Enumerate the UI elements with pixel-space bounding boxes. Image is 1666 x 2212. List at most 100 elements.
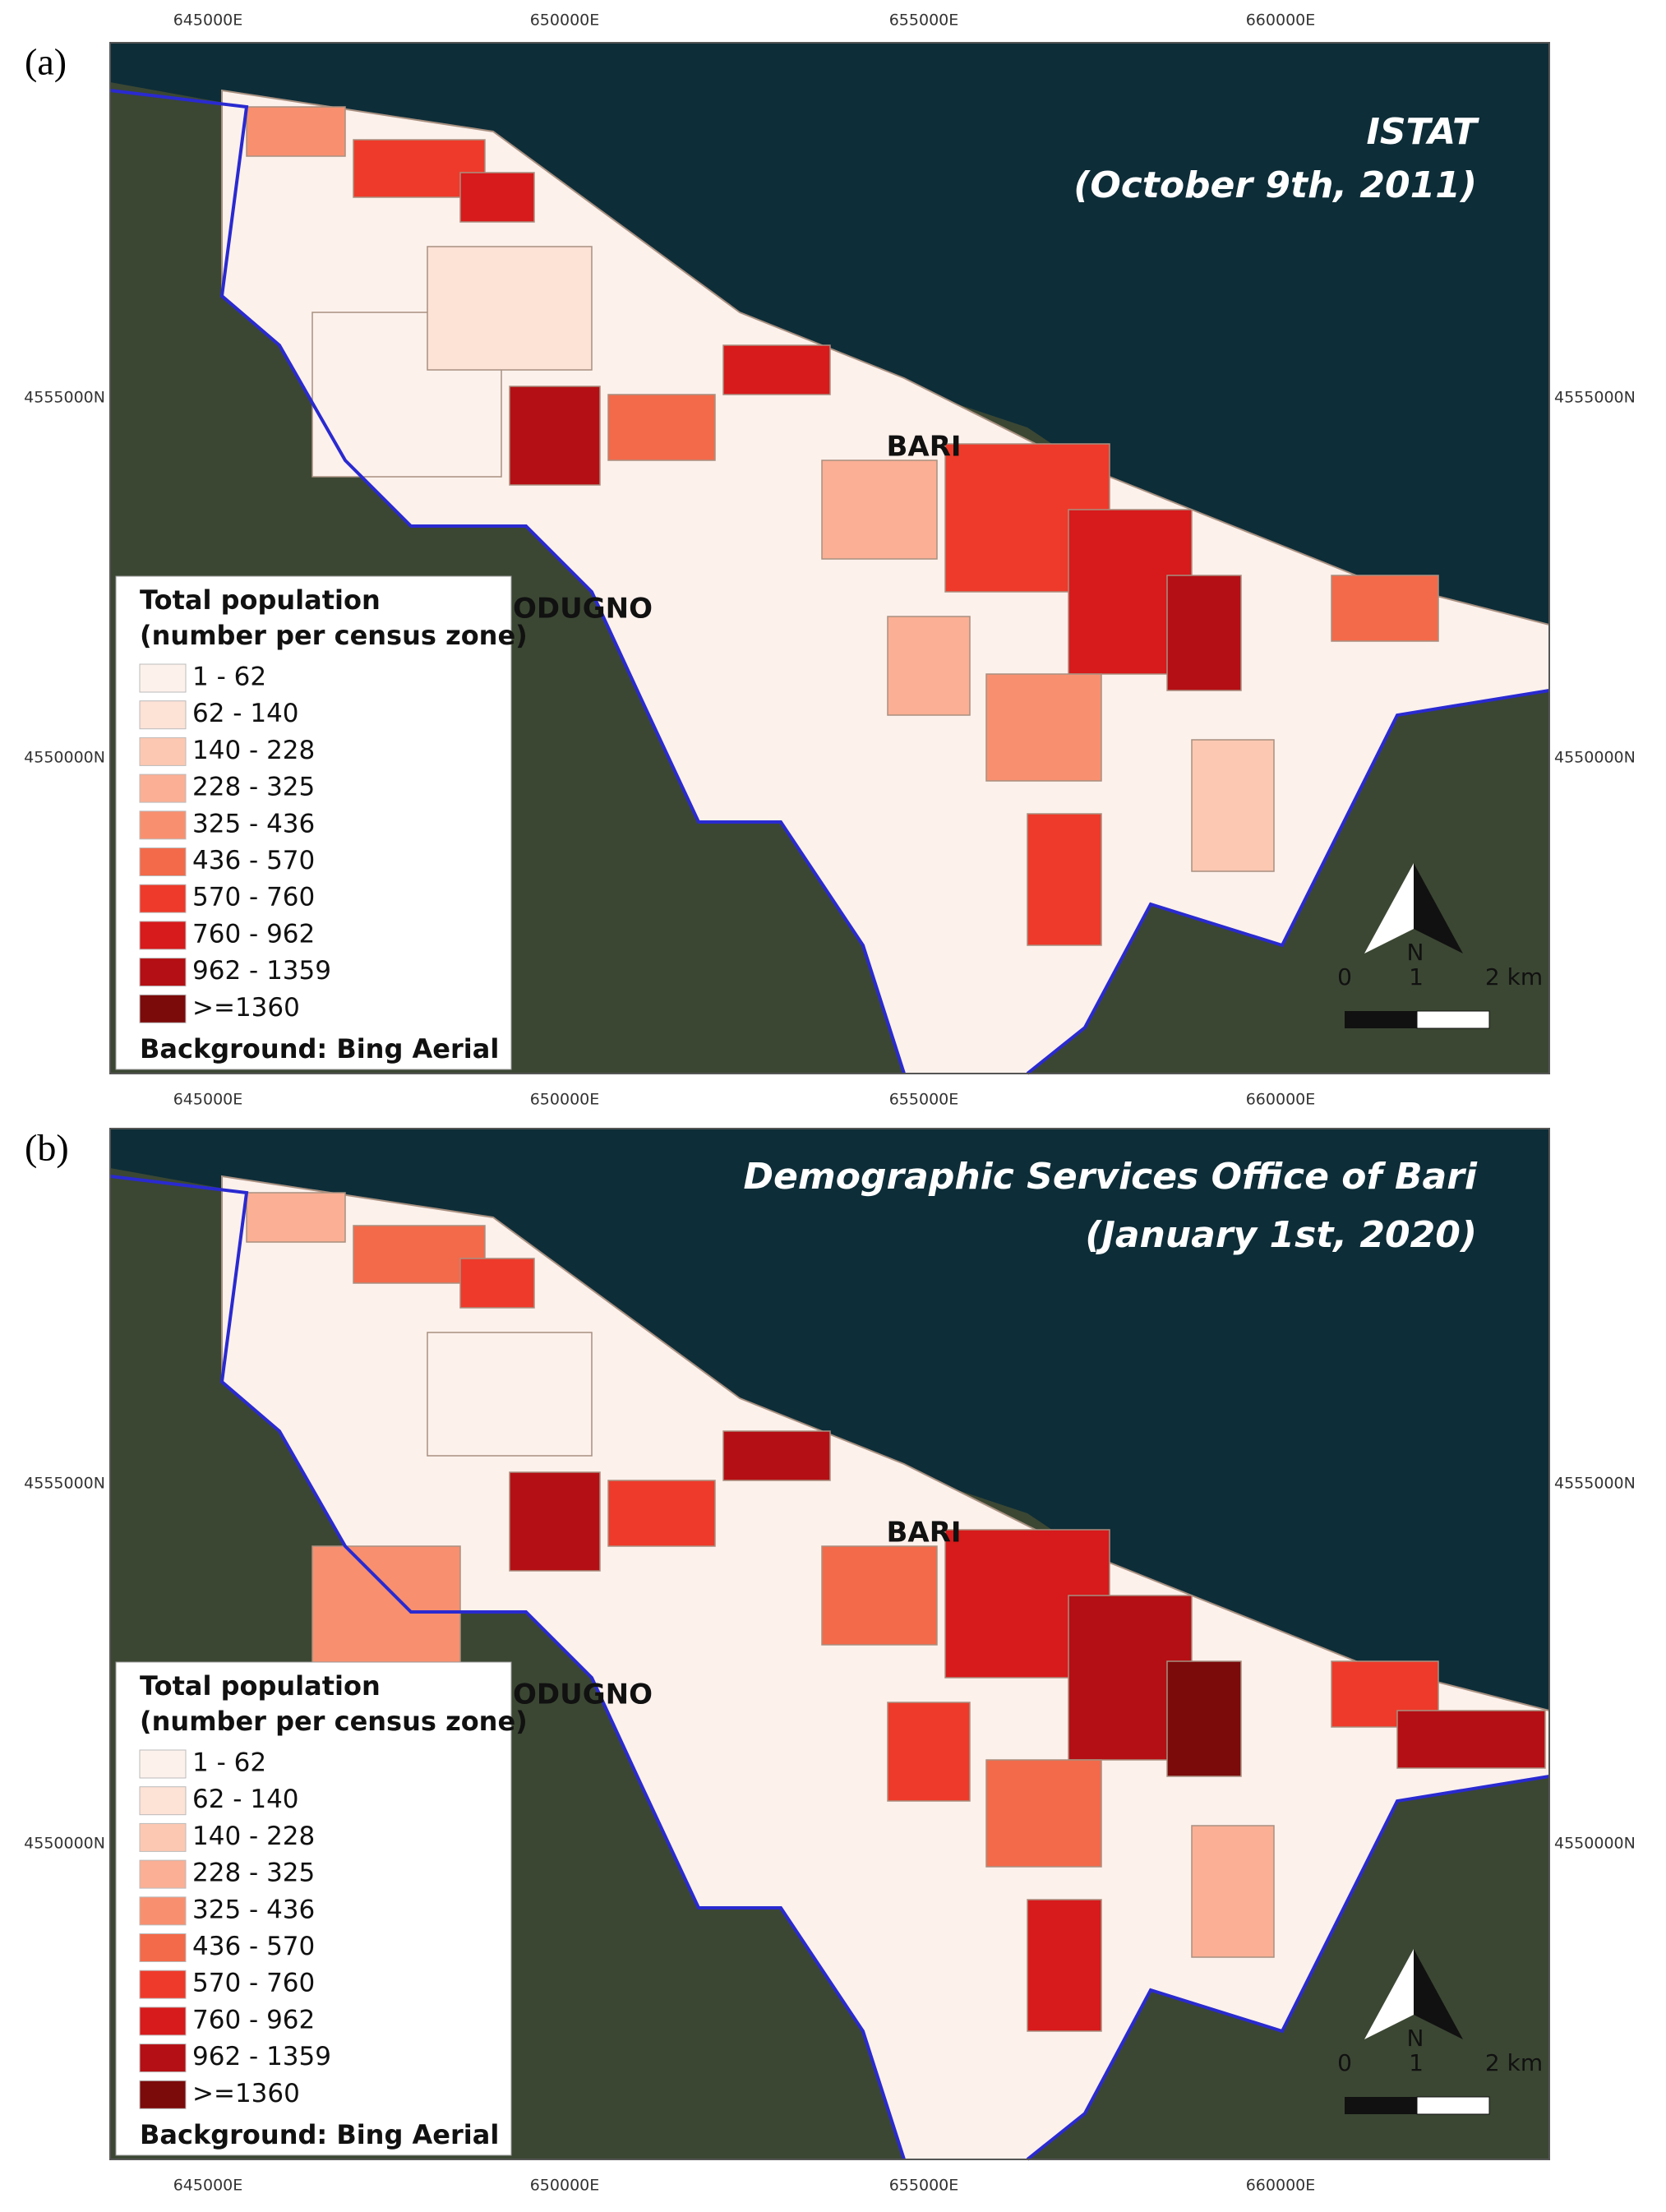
- legend-label: 1 - 62: [192, 1748, 266, 1778]
- x-coordinate-label: 660000E: [1246, 1091, 1316, 1109]
- map-frame: [109, 42, 1550, 1074]
- census-zone: [509, 386, 601, 486]
- census-zone: [607, 1480, 716, 1547]
- scale-label: 2 km: [1485, 2049, 1543, 2076]
- scale-label: 1: [1409, 963, 1424, 991]
- legend-swatch: [139, 847, 187, 876]
- legend-swatch: [139, 774, 187, 803]
- census-zone: [1396, 1710, 1546, 1769]
- y-coordinate-label: 4555000N: [1554, 389, 1636, 407]
- scale-label: 1: [1409, 2049, 1424, 2076]
- legend-label: 228 - 325: [192, 773, 315, 802]
- legend-swatch: [139, 1786, 187, 1816]
- legend-label: 62 - 140: [192, 699, 299, 728]
- legend-label: 1 - 62: [192, 663, 266, 692]
- legend-label: 760 - 962: [192, 919, 315, 949]
- census-zone: [821, 1545, 938, 1646]
- legend-swatch: [139, 810, 187, 840]
- y-coordinate-label: 4550000N: [1554, 1835, 1636, 1853]
- legend-swatch: [139, 1749, 187, 1779]
- north-label: N: [1407, 2025, 1424, 2052]
- legend-swatch: [139, 884, 187, 913]
- panel-label: (b): [25, 1127, 69, 1169]
- map-title: (January 1st, 2020): [1085, 1214, 1477, 1256]
- census-zone: [459, 1258, 535, 1309]
- place-label: BARI: [886, 431, 961, 464]
- panel-label: (a): [25, 41, 67, 83]
- x-coordinate-label: 655000E: [889, 2177, 959, 2195]
- legend-swatch: [139, 1859, 187, 1889]
- census-zone: [887, 616, 971, 716]
- legend-swatch: [139, 958, 187, 987]
- north-label: N: [1407, 939, 1424, 966]
- census-zone: [887, 1702, 971, 1802]
- municipal-boundary: [109, 1175, 906, 2160]
- census-zone: [1166, 1660, 1242, 1777]
- north-arrow: [1414, 863, 1463, 954]
- y-coordinate-label: 4550000N: [24, 1835, 105, 1853]
- map-title: Demographic Services Office of Bari: [744, 1156, 1478, 1198]
- legend-swatch: [139, 2043, 187, 2073]
- place-label: BARI: [886, 1517, 961, 1549]
- census-zone: [722, 1430, 831, 1481]
- legend-label: 760 - 962: [192, 2005, 315, 2034]
- legend-swatch: [139, 994, 187, 1023]
- municipal-boundary: [1026, 689, 1550, 1075]
- north-arrow: [1364, 863, 1414, 954]
- y-coordinate-label: 4555000N: [24, 1475, 105, 1493]
- census-zone: [821, 459, 938, 560]
- scale-bar: [1416, 2096, 1490, 2115]
- x-coordinate-label: 660000E: [1246, 12, 1316, 30]
- map-panel: (a) ISTAT (October 9th, 2011) 645000E 650000…: [24, 12, 1636, 1109]
- legend-swatch: [139, 700, 187, 730]
- municipal-boundary: [1026, 1775, 1550, 2161]
- census-zone: [985, 1759, 1102, 1868]
- map-title: (October 9th, 2011): [1073, 164, 1477, 206]
- legend-label: 436 - 570: [192, 846, 315, 875]
- scale-bar: [1416, 1010, 1490, 1029]
- legend-label: 325 - 436: [192, 809, 315, 838]
- x-coordinate-label: 650000E: [530, 12, 600, 30]
- legend-label: 228 - 325: [192, 1859, 315, 1888]
- place-label: ODUGNO: [513, 593, 653, 626]
- census-zone: [509, 1471, 601, 1572]
- north-arrow: [1414, 1949, 1463, 2039]
- scale-bar: [1345, 2097, 1417, 2114]
- census-zone: [427, 246, 593, 371]
- legend-swatch: [139, 1822, 187, 1852]
- legend-swatch: [139, 1896, 187, 1926]
- census-zone: [459, 172, 535, 223]
- legend-label: 140 - 228: [192, 1822, 315, 1851]
- legend-note: Background: Bing Aerial: [140, 2119, 499, 2150]
- legend-swatch: [139, 921, 187, 950]
- scale-label: 0: [1337, 2049, 1352, 2076]
- legend-title: (number per census zone): [140, 620, 528, 651]
- legend-label: 140 - 228: [192, 736, 315, 765]
- map-panel: (b) Demographic Services Office of Bari (J…: [24, 1127, 1636, 2195]
- census-zone: [1191, 739, 1275, 872]
- census-zone: [427, 1332, 593, 1457]
- census-zone: [246, 1192, 346, 1243]
- legend-swatch: [139, 2080, 187, 2109]
- x-coordinate-label: 655000E: [889, 12, 959, 30]
- census-zone: [1191, 1825, 1275, 1958]
- y-coordinate-label: 4555000N: [24, 389, 105, 407]
- municipal-boundary: [109, 89, 906, 1074]
- legend-note: Background: Bing Aerial: [140, 1033, 499, 1064]
- place-label: ODUGNO: [513, 1679, 653, 1711]
- legend-label: 962 - 1359: [192, 2042, 331, 2071]
- x-coordinate-label: 645000E: [173, 1091, 243, 1109]
- census-zone: [1166, 575, 1242, 691]
- census-zone: [1027, 813, 1102, 946]
- legend-label: 570 - 760: [192, 883, 315, 912]
- legend-swatch: [139, 663, 187, 693]
- x-coordinate-label: 650000E: [530, 1091, 600, 1109]
- legend-title: (number per census zone): [140, 1706, 528, 1737]
- legend-label: 325 - 436: [192, 1895, 315, 1924]
- census-zone: [722, 344, 831, 395]
- legend-swatch: [139, 2007, 187, 2036]
- map-title: ISTAT: [1366, 111, 1479, 153]
- legend-label: >=1360: [192, 993, 300, 1023]
- scale-bar: [1345, 1011, 1417, 1028]
